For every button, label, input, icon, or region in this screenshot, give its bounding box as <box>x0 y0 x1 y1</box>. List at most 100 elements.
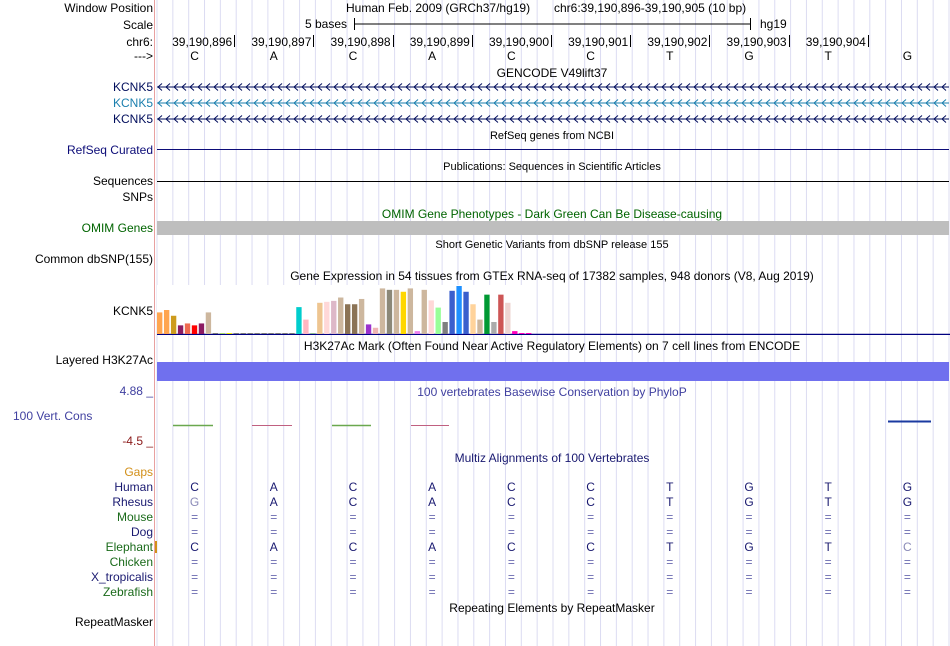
gtex-tissue-bar[interactable] <box>184 323 191 334</box>
gtex-tissue-bar[interactable] <box>345 304 351 334</box>
gtex-tissue-bar[interactable] <box>442 322 448 334</box>
gtex-tissue-bar[interactable] <box>338 297 344 334</box>
gtex-tissue-bar[interactable] <box>157 312 163 334</box>
gtex-tissue-bar[interactable] <box>324 301 330 334</box>
species-label-human[interactable]: Human <box>114 480 153 494</box>
gtex-tissue-bar[interactable] <box>456 286 462 334</box>
cons-label[interactable]: 100 Vert. Cons <box>13 409 93 423</box>
reference-base: T <box>666 49 674 63</box>
h3k27ac-label[interactable]: Layered H3K27Ac <box>55 353 153 367</box>
gtex-tissue-bar[interactable] <box>512 331 518 334</box>
gencode-transcript-3[interactable] <box>157 115 949 123</box>
pubs-sequence-line[interactable] <box>157 181 949 182</box>
gtex-tissue-bar[interactable] <box>289 333 295 334</box>
coordinate-tick-mark <box>551 35 552 47</box>
gtex-tissue-bar[interactable] <box>435 307 441 334</box>
gencode-transcript-1[interactable] <box>157 83 949 91</box>
species-label-rhesus[interactable]: Rhesus <box>112 495 153 509</box>
scale-text: 5 bases <box>305 17 348 31</box>
h3k27ac-signal[interactable] <box>157 362 949 381</box>
gtex-tissue-bar[interactable] <box>414 331 420 334</box>
pubs-label[interactable]: Sequences <box>92 174 153 188</box>
gaps-label[interactable]: Gaps <box>124 465 153 479</box>
gtex-tissue-bar[interactable] <box>463 291 469 334</box>
refseq-gene-line[interactable] <box>157 149 949 150</box>
gtex-tissue-bar[interactable] <box>428 300 434 334</box>
cons-wiggle[interactable] <box>155 416 950 430</box>
alignment-base: = <box>745 570 753 584</box>
gencode-transcript-2[interactable] <box>157 99 949 107</box>
gtex-label[interactable]: KCNK5 <box>112 304 153 318</box>
gtex-tissue-bar[interactable] <box>400 291 407 334</box>
gtex-tissue-bar[interactable] <box>198 323 205 334</box>
gtex-tissue-bar[interactable] <box>296 307 302 334</box>
gtex-tissue-bar[interactable] <box>470 304 476 334</box>
gtex-tissue-bar[interactable] <box>275 333 281 334</box>
omim-phenotype-bar[interactable] <box>157 221 949 235</box>
gtex-tissue-bar[interactable] <box>484 294 490 334</box>
gtex-tissue-bar[interactable] <box>212 333 219 334</box>
coordinate-tick-mark <box>313 35 315 47</box>
gtex-tissue-bar[interactable] <box>317 302 323 334</box>
gtex-tissue-bar[interactable] <box>421 289 427 334</box>
omim-label[interactable]: OMIM Genes <box>81 221 153 235</box>
scale-bar <box>354 18 751 30</box>
snps-label[interactable]: SNPs <box>122 190 153 204</box>
gencode-label-2[interactable]: KCNK5 <box>112 96 153 110</box>
gtex-tissue-bar[interactable] <box>282 333 288 334</box>
alignment-base: C <box>586 495 595 509</box>
gtex-tissue-bar[interactable] <box>477 319 483 334</box>
alignment-base: = <box>824 525 832 539</box>
gtex-tissue-bar[interactable] <box>351 304 358 334</box>
gtex-tissue-bar[interactable] <box>303 319 309 334</box>
alignment-base: = <box>903 510 911 524</box>
gtex-tissue-bar[interactable] <box>177 325 184 334</box>
gtex-tissue-bar[interactable] <box>170 315 177 334</box>
species-label-zebrafish[interactable]: Zebrafish <box>102 585 153 599</box>
gtex-tissue-bar[interactable] <box>372 327 379 334</box>
gtex-tissue-bar[interactable] <box>254 333 260 334</box>
gtex-tissue-bar[interactable] <box>386 289 393 334</box>
gtex-tissue-bar[interactable] <box>498 294 504 334</box>
gtex-tissue-bar[interactable] <box>331 300 337 334</box>
gtex-tissue-bar[interactable] <box>526 333 532 334</box>
gtex-tissue-bar[interactable] <box>268 333 274 334</box>
reference-base: C <box>507 49 516 63</box>
alignment-base: C <box>586 480 595 494</box>
gencode-label-3[interactable]: KCNK5 <box>112 112 153 126</box>
dbsnp-label[interactable]: Common dbSNP(155) <box>34 252 153 266</box>
gencode-label-1[interactable]: KCNK5 <box>112 80 153 94</box>
gtex-tissue-bar[interactable] <box>519 333 525 334</box>
gtex-tissue-bar[interactable] <box>205 312 212 334</box>
gtex-tissue-bar[interactable] <box>379 288 386 334</box>
gtex-tissue-bar[interactable] <box>310 333 316 334</box>
gtex-tissue-bar[interactable] <box>233 333 239 334</box>
gtex-tissue-bar[interactable] <box>240 333 246 334</box>
gtex-tissue-bar[interactable] <box>407 288 414 334</box>
gtex-tissue-bar[interactable] <box>505 302 511 334</box>
alignment-base: G <box>902 495 913 509</box>
species-label-dog[interactable]: Dog <box>130 525 153 539</box>
alignment-base: = <box>507 585 515 599</box>
gtex-tissue-bar[interactable] <box>191 325 198 334</box>
gtex-tissue-bar[interactable] <box>491 322 497 334</box>
coordinate-tick: 39,190,903 <box>726 35 787 49</box>
gtex-tissue-bar[interactable] <box>247 333 253 334</box>
gtex-tissue-bar[interactable] <box>226 333 232 334</box>
species-label-chicken[interactable]: Chicken <box>109 555 153 569</box>
gtex-tissue-bar[interactable] <box>449 290 455 334</box>
gtex-tissue-bar[interactable] <box>393 289 400 334</box>
alignment-base: = <box>824 585 832 599</box>
species-label-x_tropicalis[interactable]: X_tropicalis <box>90 570 153 584</box>
gtex-tissue-bar[interactable] <box>358 298 365 334</box>
gtex-tissue-bar[interactable] <box>365 324 372 334</box>
species-label-elephant[interactable]: Elephant <box>105 540 153 554</box>
gtex-tissue-bar[interactable] <box>219 333 226 334</box>
alignment-base: = <box>903 585 911 599</box>
species-label-mouse[interactable]: Mouse <box>116 510 153 524</box>
gtex-tissue-bar[interactable] <box>261 333 267 334</box>
gtex-tissue-bar[interactable] <box>163 310 170 334</box>
repeat-label[interactable]: RepeatMasker <box>74 615 153 629</box>
gtex-expression-chart[interactable] <box>155 283 950 335</box>
refseq-label[interactable]: RefSeq Curated <box>66 143 153 157</box>
